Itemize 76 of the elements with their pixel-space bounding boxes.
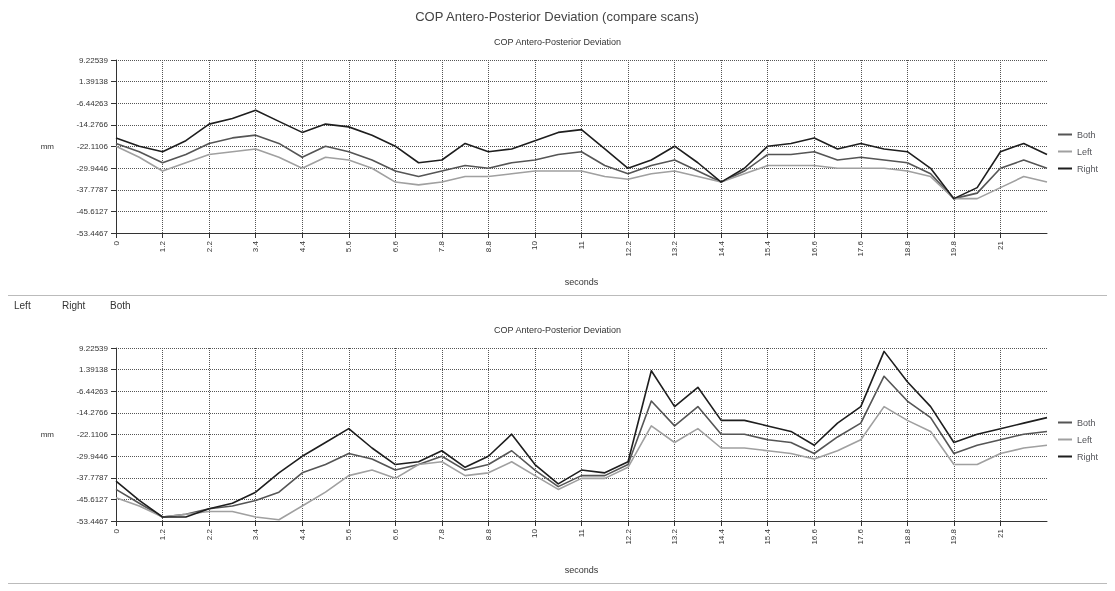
line-series <box>115 145 1048 200</box>
text: Right <box>62 299 86 311</box>
x-tick-label: 13.2 <box>670 240 680 257</box>
x-tick-label: 17.6 <box>856 528 866 545</box>
x-tick-label: 21 <box>995 240 1005 250</box>
x-tick-label: 7.8 <box>437 240 447 253</box>
y-tick-label: 1.39138 <box>79 77 109 87</box>
x-tick-label: 2.2 <box>204 240 214 253</box>
x-tick-label: 16.6 <box>809 240 819 257</box>
y-axis-title: mm <box>40 430 55 439</box>
text: Both <box>110 299 131 311</box>
y-tick-label: -6.44263 <box>76 386 109 396</box>
text: COP Antero-Posterior Deviation (compare scans) <box>415 9 699 24</box>
chart-title: COP Antero-Posterior Deviation <box>494 324 621 335</box>
x-tick-label: 14.4 <box>716 240 726 257</box>
y-tick-label: -22.1106 <box>77 142 109 151</box>
x-tick-label: 0 <box>111 240 121 246</box>
legend-label: Both <box>1076 129 1096 140</box>
y-tick-label: 1.39138 <box>79 365 109 375</box>
x-tick-label: 6.6 <box>390 240 400 253</box>
x-tick-label: 3.4 <box>251 240 261 253</box>
x-tick-label: 5.6 <box>344 528 354 541</box>
y-tick-label: 9.22539 <box>79 343 109 353</box>
y-tick-label: 9.22539 <box>79 55 109 65</box>
y-tick-label: -53.4467 <box>76 516 109 526</box>
legend-label: Left <box>1076 146 1093 157</box>
x-tick-label: 2.2 <box>204 528 214 541</box>
x-tick-label: 6.6 <box>390 528 400 541</box>
y-tick-label: -6.44263 <box>76 98 109 108</box>
x-tick-label: 12.2 <box>623 528 633 545</box>
x-tick-label: 19.8 <box>949 240 959 257</box>
x-tick-label: 12.2 <box>623 240 633 257</box>
legend-label: Right <box>1076 163 1099 174</box>
x-tick-label: 8.8 <box>483 240 493 253</box>
x-tick-label: 18.8 <box>902 240 912 257</box>
x-tick-label: 15.4 <box>763 240 773 257</box>
legend-label: Right <box>1076 451 1099 462</box>
x-tick-label: 15.4 <box>763 528 773 545</box>
x-tick-label: 13.2 <box>670 528 680 545</box>
x-tick-label: 10 <box>530 240 540 250</box>
x-tick-label: 8.8 <box>483 528 493 541</box>
y-axis-title: mm <box>40 142 55 151</box>
x-axis-title: seconds <box>564 564 599 575</box>
x-tick-label: 18.8 <box>902 528 912 545</box>
x-tick-label: 4.4 <box>297 240 307 253</box>
y-tick-label: -37.7787 <box>76 185 109 195</box>
x-tick-label: 21 <box>995 528 1005 538</box>
line-series <box>115 109 1048 200</box>
legend-label: Left <box>1076 434 1093 445</box>
y-tick-label: -45.6127 <box>76 206 109 216</box>
y-tick-label: -37.7787 <box>76 473 109 483</box>
x-tick-label: 10 <box>530 528 540 538</box>
y-tick-label: -22.1106 <box>77 430 109 439</box>
y-tick-label: -45.6127 <box>76 494 109 504</box>
y-tick-label: -14.2766 <box>76 408 109 418</box>
x-tick-label: 19.8 <box>949 528 959 545</box>
x-tick-label: 0 <box>111 528 121 534</box>
text: Left <box>14 299 31 311</box>
x-tick-label: 4.4 <box>297 528 307 541</box>
x-tick-label: 11 <box>577 240 586 250</box>
y-tick-label: -29.9446 <box>76 163 109 173</box>
x-tick-label: 7.8 <box>437 528 447 541</box>
x-tick-label: 1.2 <box>158 528 168 541</box>
legend-label: Both <box>1076 417 1096 428</box>
x-tick-label: 5.6 <box>344 240 354 253</box>
x-tick-label: 11 <box>577 528 586 538</box>
y-tick-label: -14.2766 <box>76 120 109 130</box>
x-tick-label: 1.2 <box>158 240 168 253</box>
y-tick-label: -29.9446 <box>76 451 109 461</box>
x-tick-label: 16.6 <box>809 528 819 545</box>
y-tick-label: -53.4467 <box>76 228 109 238</box>
x-tick-label: 17.6 <box>856 240 866 257</box>
x-tick-label: 14.4 <box>716 528 726 545</box>
x-tick-label: 3.4 <box>251 528 261 541</box>
x-axis-title: seconds <box>564 276 599 287</box>
chart-title: COP Antero-Posterior Deviation <box>494 36 621 47</box>
